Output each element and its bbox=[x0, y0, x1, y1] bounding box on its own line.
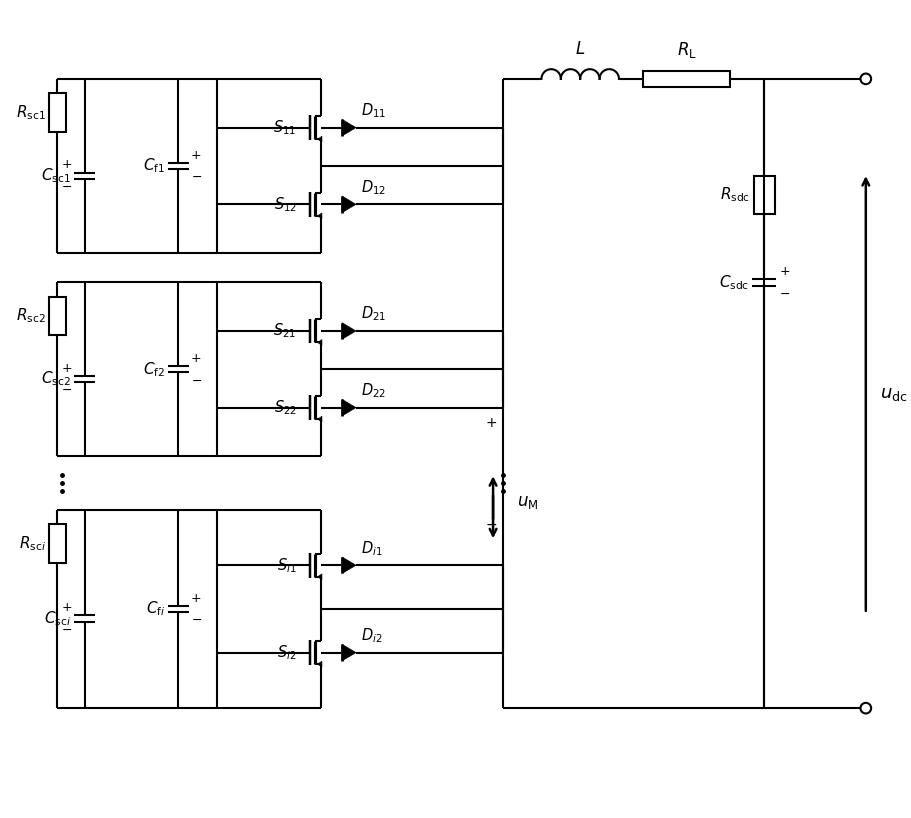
Text: $C_{\rm sc2}$: $C_{\rm sc2}$ bbox=[41, 370, 71, 389]
Text: +: + bbox=[191, 352, 201, 365]
Bar bbox=[48, 297, 67, 335]
Polygon shape bbox=[343, 557, 356, 573]
Text: $R_{\rm sc2}$: $R_{\rm sc2}$ bbox=[16, 307, 46, 326]
Text: $C_{{\rm sc}i}$: $C_{{\rm sc}i}$ bbox=[44, 609, 71, 628]
Text: $S_{12}$: $S_{12}$ bbox=[273, 195, 297, 213]
Text: $S_{22}$: $S_{22}$ bbox=[273, 398, 297, 417]
Text: $-$: $-$ bbox=[61, 384, 72, 397]
Text: $C_{\rm f1}$: $C_{\rm f1}$ bbox=[143, 157, 165, 175]
Text: +: + bbox=[779, 264, 790, 277]
Text: $u_{\rm dc}$: $u_{\rm dc}$ bbox=[880, 384, 908, 402]
Text: $S_{i2}$: $S_{i2}$ bbox=[277, 643, 297, 662]
Text: $R_{\rm L}$: $R_{\rm L}$ bbox=[677, 39, 697, 60]
Text: $L$: $L$ bbox=[575, 41, 586, 57]
Text: $C_{\rm sc1}$: $C_{\rm sc1}$ bbox=[41, 166, 71, 185]
Text: $C_{\rm sdc}$: $C_{\rm sdc}$ bbox=[719, 273, 749, 291]
Text: $C_{\rm f2}$: $C_{\rm f2}$ bbox=[143, 360, 165, 379]
Text: $S_{11}$: $S_{11}$ bbox=[273, 119, 297, 137]
Text: $-$: $-$ bbox=[485, 517, 497, 531]
Polygon shape bbox=[318, 416, 322, 422]
Text: $-$: $-$ bbox=[779, 287, 790, 300]
Text: +: + bbox=[61, 362, 72, 375]
Polygon shape bbox=[343, 399, 356, 416]
Text: $D_{22}$: $D_{22}$ bbox=[361, 381, 386, 400]
Text: $C_{{\rm f}i}$: $C_{{\rm f}i}$ bbox=[146, 600, 165, 618]
Text: +: + bbox=[61, 601, 72, 614]
Polygon shape bbox=[318, 661, 322, 667]
Text: +: + bbox=[486, 416, 497, 429]
Text: $D_{i2}$: $D_{i2}$ bbox=[361, 626, 383, 645]
Text: $-$: $-$ bbox=[191, 170, 202, 183]
Text: +: + bbox=[191, 149, 201, 162]
Text: $D_{21}$: $D_{21}$ bbox=[361, 304, 386, 323]
Polygon shape bbox=[318, 137, 322, 142]
Polygon shape bbox=[343, 645, 356, 661]
Text: $-$: $-$ bbox=[61, 623, 72, 636]
Text: $D_{i1}$: $D_{i1}$ bbox=[361, 539, 383, 558]
Polygon shape bbox=[343, 196, 356, 213]
Polygon shape bbox=[318, 574, 322, 580]
Bar bbox=[753, 176, 774, 214]
Text: $S_{i1}$: $S_{i1}$ bbox=[277, 556, 297, 574]
Bar bbox=[48, 524, 67, 563]
Text: +: + bbox=[61, 159, 72, 171]
Text: +: + bbox=[191, 591, 201, 605]
Text: $D_{11}$: $D_{11}$ bbox=[361, 101, 386, 120]
Text: $R_{{\rm sc}i}$: $R_{{\rm sc}i}$ bbox=[19, 534, 46, 553]
Text: $D_{12}$: $D_{12}$ bbox=[361, 178, 386, 196]
Text: $R_{\rm sc1}$: $R_{\rm sc1}$ bbox=[16, 103, 46, 122]
Text: $-$: $-$ bbox=[191, 614, 202, 627]
Text: $R_{\rm sdc}$: $R_{\rm sdc}$ bbox=[721, 186, 751, 204]
Polygon shape bbox=[318, 339, 322, 345]
Text: $u_{\rm M}$: $u_{\rm M}$ bbox=[517, 494, 538, 511]
Polygon shape bbox=[318, 213, 322, 218]
Text: $S_{21}$: $S_{21}$ bbox=[273, 321, 297, 340]
Bar bbox=[643, 71, 731, 87]
Text: $-$: $-$ bbox=[191, 374, 202, 387]
Bar bbox=[48, 93, 67, 133]
Text: $-$: $-$ bbox=[61, 180, 72, 193]
Polygon shape bbox=[343, 119, 356, 136]
Polygon shape bbox=[343, 323, 356, 339]
